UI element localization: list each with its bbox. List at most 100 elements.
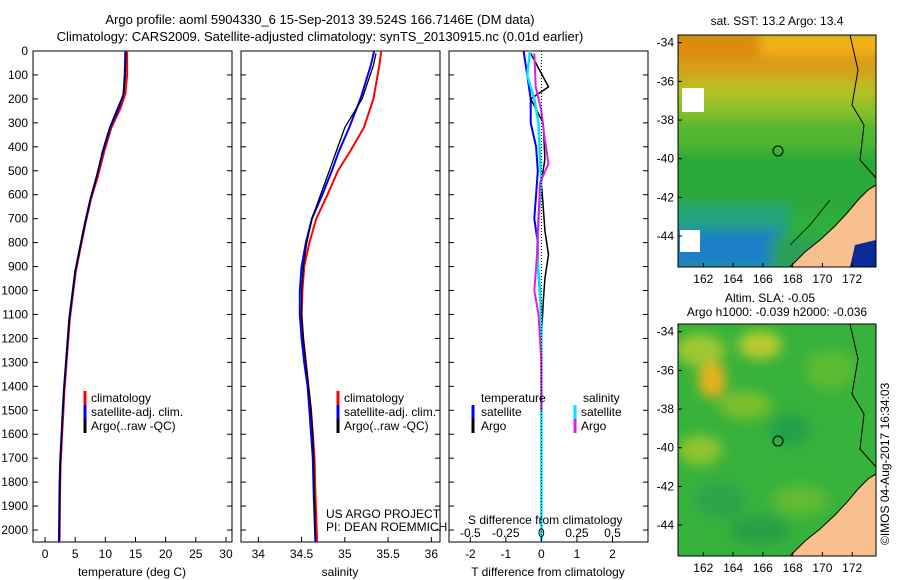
depth-tick-label: 100	[8, 68, 28, 82]
lat-tick-label: -42	[657, 190, 675, 204]
legend-title-temperature: temperature	[481, 391, 546, 405]
depth-tick-label: 800	[8, 236, 28, 250]
project-credit: US ARGO PROJECT	[326, 507, 441, 521]
top-tick-label: 0	[538, 526, 545, 540]
lon-tick-label: 162	[693, 272, 713, 286]
depth-tick-label: 0	[21, 44, 28, 58]
x-tick-label: 5	[72, 547, 79, 561]
legend-label-temp-satellite: satellite	[481, 405, 522, 419]
depth-tick-label: 600	[8, 188, 28, 202]
lat-tick-label: -44	[657, 229, 675, 243]
x-tick-label: 1	[574, 547, 581, 561]
top-tick-label: -0.25	[492, 526, 520, 540]
lat-tick-label: -36	[657, 363, 675, 377]
x-tick-label: -1	[501, 547, 512, 561]
sst-map-title: sat. SST: 13.2 Argo: 13.4	[711, 14, 844, 28]
chart-title-line1: Argo profile: aoml 5904330_6 15-Sep-2013…	[105, 12, 535, 27]
legend-label-climatology: climatology	[344, 391, 404, 405]
depth-tick-label: 1900	[1, 499, 28, 513]
depth-tick-label: 1400	[1, 379, 28, 393]
series-line-argo-raw-qc-	[300, 53, 377, 540]
lat-tick-label: -38	[657, 113, 675, 127]
series-line-argo-raw-qc-	[58, 53, 127, 540]
legend-label-sal-argo: Argo	[581, 419, 607, 433]
depth-tick-label: 1700	[1, 451, 28, 465]
salinity-xlabel: salinity	[322, 565, 359, 579]
x-tick-label: 15	[129, 547, 143, 561]
lon-tick-label: 166	[753, 561, 773, 575]
lon-tick-label: 168	[783, 561, 803, 575]
temperature-legend: climatology satellite-adj. clim. Argo(..…	[83, 391, 183, 433]
legend-title-salinity: salinity	[583, 391, 620, 405]
depth-tick-label: 1500	[1, 403, 28, 417]
difference-legend: temperature salinity satellite Argo sate…	[471, 391, 622, 433]
lon-tick-label: 164	[723, 561, 743, 575]
x-tick-label: 2	[609, 547, 616, 561]
depth-tick-label: 1000	[1, 284, 28, 298]
legend-label-argo: Argo(..raw -QC)	[344, 419, 429, 433]
sla-map-title2: Argo h1000: -0.039 h2000: -0.036	[687, 305, 867, 319]
depth-tick-label: 900	[8, 260, 28, 274]
depth-tick-label: 500	[8, 164, 28, 178]
sla-map-title1: Altim. SLA: -0.05	[725, 291, 815, 305]
series-line-argo	[533, 53, 550, 411]
lon-tick-label: 172	[842, 561, 862, 575]
legend-label-satellite: satellite-adj. clim.	[344, 405, 436, 419]
lon-tick-label: 168	[783, 272, 803, 286]
depth-tick-label: 700	[8, 212, 28, 226]
depth-tick-label: 300	[8, 116, 28, 130]
sst-map	[678, 35, 876, 267]
legend-label-temp-argo: Argo	[481, 419, 507, 433]
lat-tick-label: -40	[657, 152, 675, 166]
x-tick-label: 35	[338, 547, 352, 561]
x-tick-label: 20	[159, 547, 173, 561]
lat-tick-label: -36	[657, 74, 675, 88]
lon-tick-label: 164	[723, 272, 743, 286]
x-tick-label: 34.5	[290, 547, 314, 561]
depth-tick-label: 1200	[1, 331, 28, 345]
lon-tick-label: 170	[812, 561, 832, 575]
series-line-satellite-adj-clim-	[298, 50, 376, 543]
salinity-panel	[240, 50, 441, 543]
x-tick-label: 25	[189, 547, 203, 561]
top-tick-label: -0.5	[460, 526, 481, 540]
lat-tick-label: -42	[657, 479, 675, 493]
depth-tick-label: 2000	[1, 523, 28, 537]
legend-label-sal-satellite: satellite	[581, 405, 622, 419]
lat-tick-label: -40	[657, 441, 675, 455]
depth-tick-label: 200	[8, 92, 28, 106]
depth-tick-label: 1100	[2, 307, 28, 321]
top-tick-label: 0.5	[604, 526, 621, 540]
pi-credit: PI: DEAN ROEMMICH	[326, 520, 447, 534]
x-tick-label: 0	[538, 547, 545, 561]
lat-tick-label: -38	[657, 402, 675, 416]
lat-tick-label: -34	[657, 36, 675, 50]
top-tick-label: 0.25	[565, 526, 589, 540]
x-tick-label: 36	[425, 547, 439, 561]
legend-label-climatology: climatology	[91, 391, 151, 405]
lat-tick-label: -34	[657, 325, 675, 339]
sla-map	[678, 324, 876, 556]
x-tick-label: -2	[465, 547, 476, 561]
lon-tick-label: 162	[693, 561, 713, 575]
salinity-legend: climatology satellite-adj. clim. Argo(..…	[336, 391, 436, 433]
x-tick-label: 30	[219, 547, 233, 561]
temperature-xlabel: temperature (deg C)	[78, 565, 186, 579]
depth-tick-label: 1300	[1, 355, 28, 369]
x-tick-label: 0	[42, 547, 49, 561]
difference-xlabel: T difference from climatology	[471, 565, 625, 579]
s-difference-label: S difference from climatology	[468, 513, 623, 527]
legend-label-satellite: satellite-adj. clim.	[91, 405, 183, 419]
lon-tick-label: 170	[812, 272, 832, 286]
depth-tick-label: 1600	[1, 427, 28, 441]
x-tick-label: 35.5	[376, 547, 400, 561]
x-tick-label: 34	[252, 547, 266, 561]
timestamp-stamp: ©IMOS 04-Aug-2017 16:34:03	[878, 382, 892, 545]
depth-tick-label: 400	[8, 140, 28, 154]
difference-panel	[448, 50, 649, 543]
x-tick-label: 10	[99, 547, 113, 561]
lon-tick-label: 172	[842, 272, 862, 286]
lat-tick-label: -44	[657, 518, 675, 532]
temperature-panel	[32, 50, 233, 543]
